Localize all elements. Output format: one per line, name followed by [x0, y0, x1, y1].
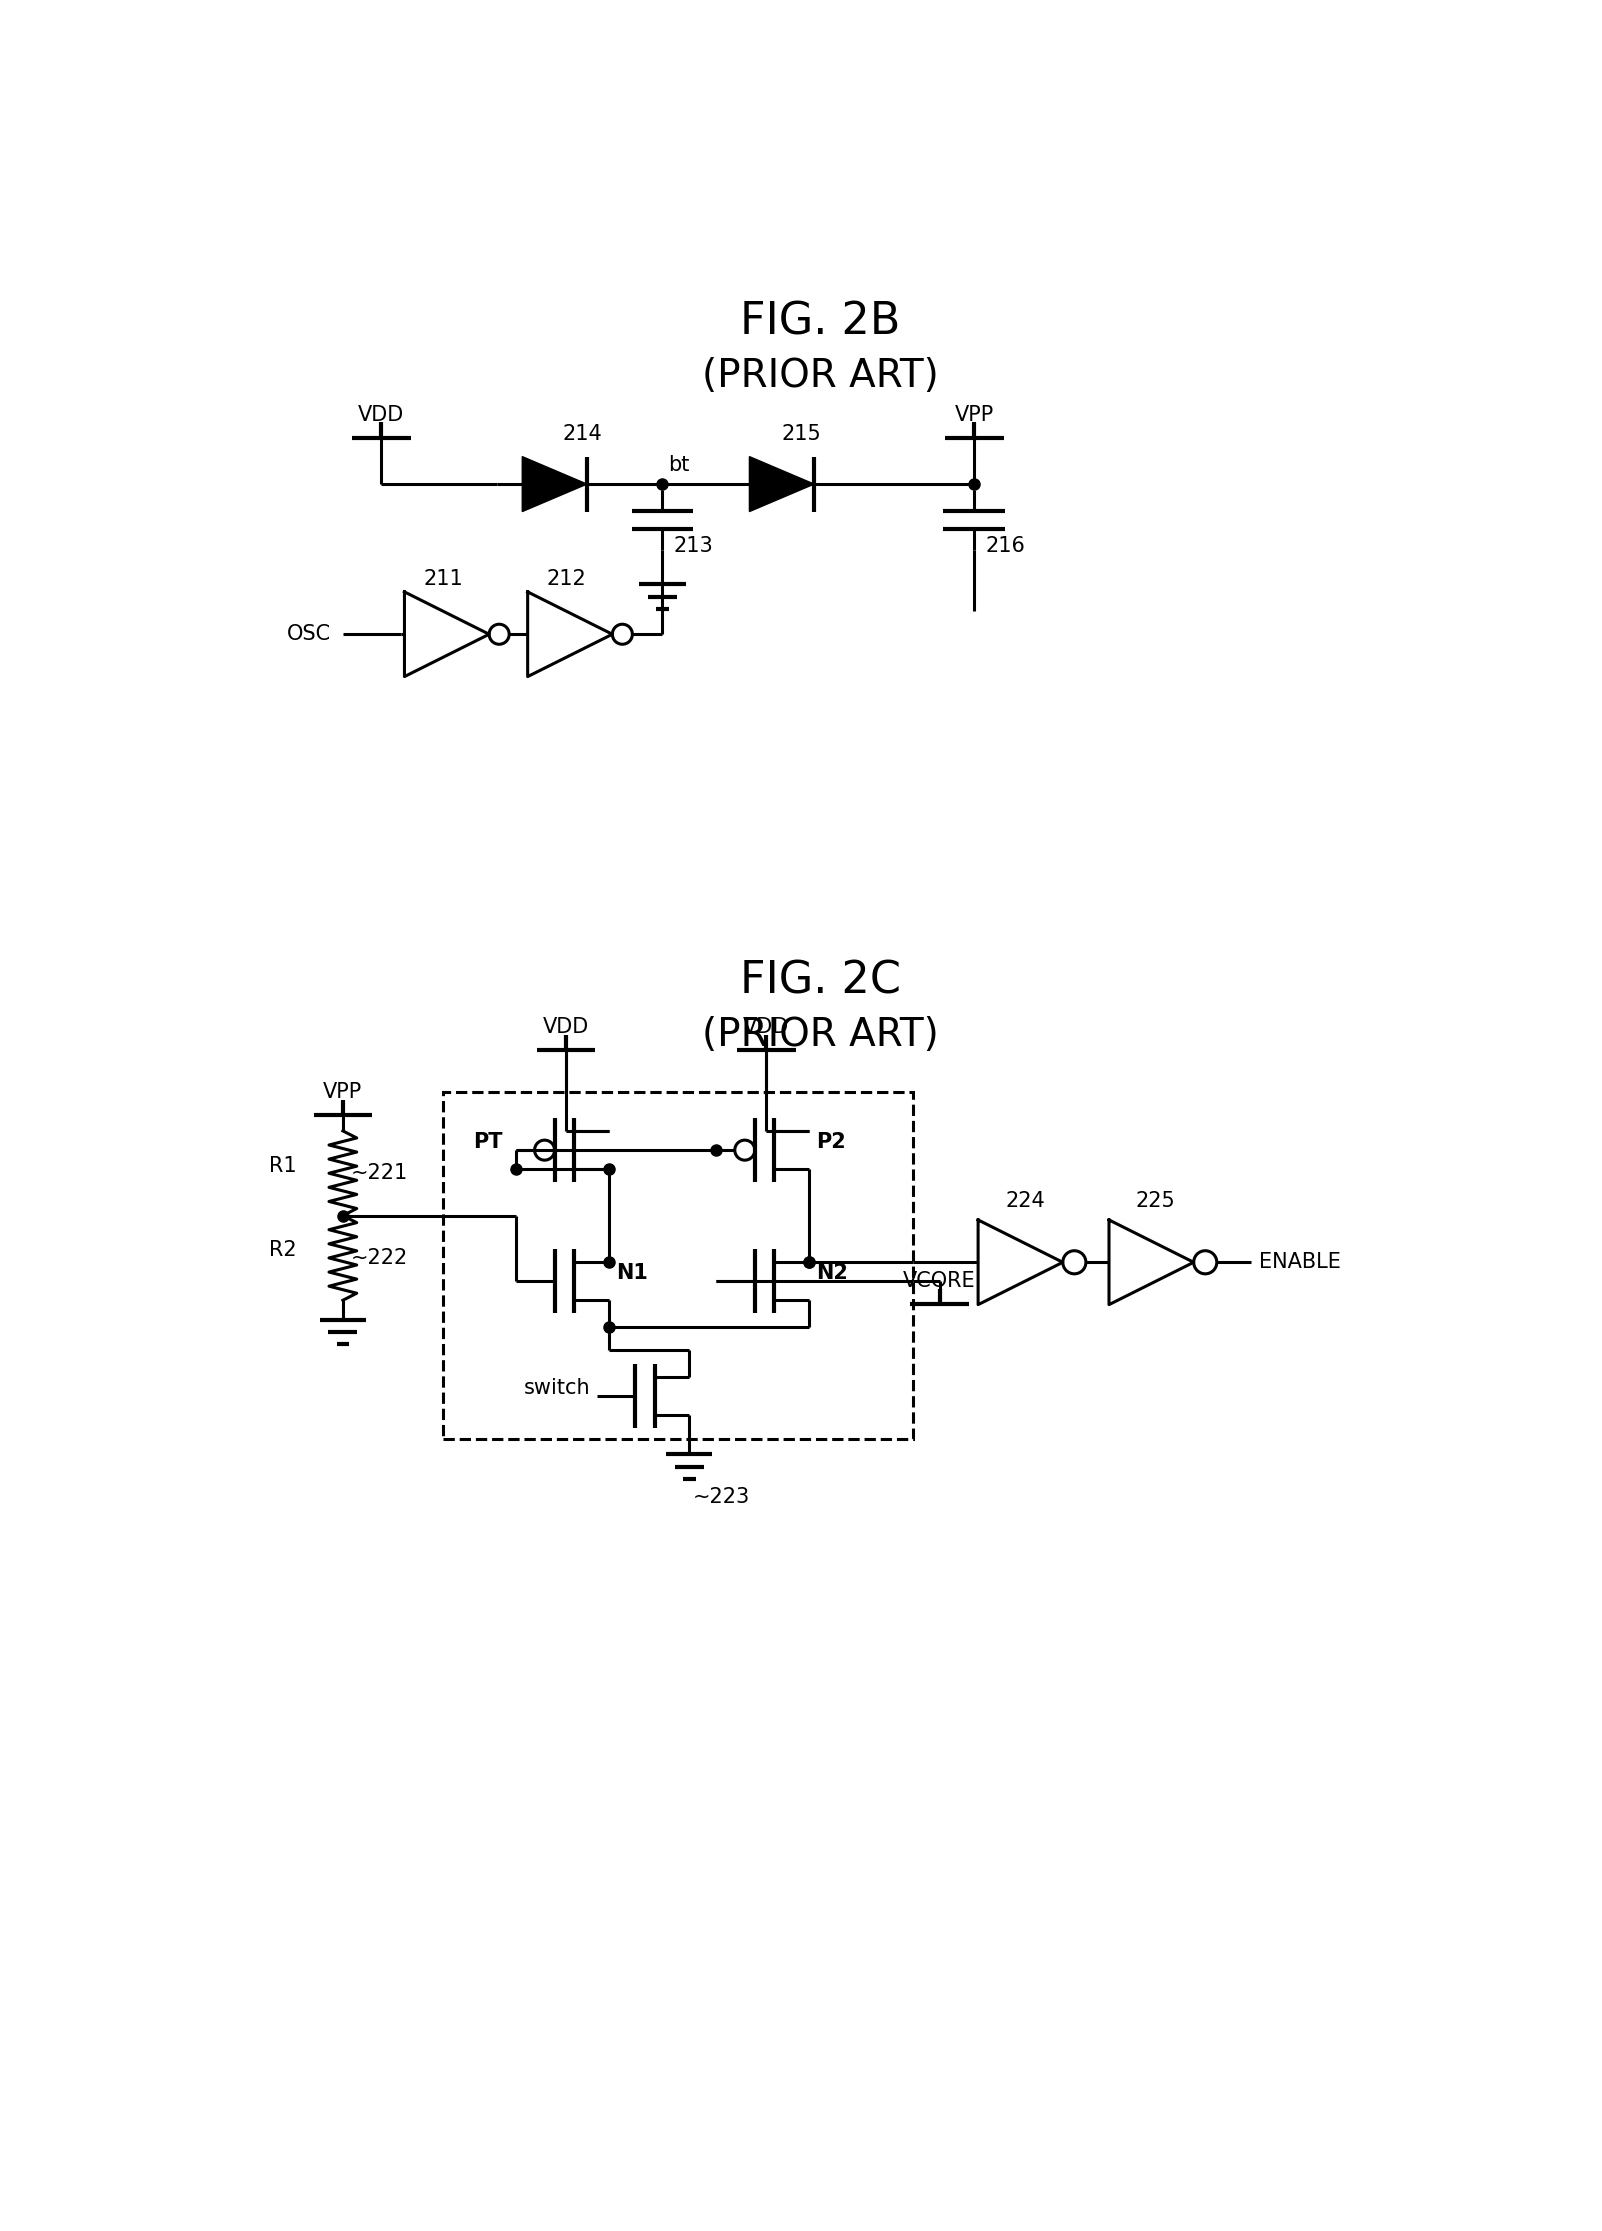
Text: VDD: VDD — [359, 404, 404, 424]
Text: ~221: ~221 — [351, 1162, 409, 1182]
Text: N2: N2 — [817, 1263, 849, 1283]
Polygon shape — [750, 457, 814, 511]
Text: ENABLE: ENABLE — [1259, 1252, 1341, 1272]
Text: VPP: VPP — [955, 404, 993, 424]
Text: (PRIOR ART): (PRIOR ART) — [702, 1015, 939, 1053]
Polygon shape — [522, 457, 586, 511]
Text: 215: 215 — [782, 424, 822, 444]
Text: switch: switch — [524, 1379, 591, 1399]
Text: (PRIOR ART): (PRIOR ART) — [702, 357, 939, 395]
Text: VCORE: VCORE — [904, 1272, 976, 1292]
Text: R2: R2 — [269, 1240, 296, 1261]
Text: VDD: VDD — [743, 1017, 790, 1037]
Text: N1: N1 — [617, 1263, 649, 1283]
Text: PT: PT — [474, 1133, 503, 1153]
Text: bt: bt — [668, 455, 690, 475]
Text: 211: 211 — [423, 569, 463, 589]
Text: 213: 213 — [674, 535, 714, 556]
Text: VDD: VDD — [543, 1017, 590, 1037]
Text: ~223: ~223 — [694, 1486, 750, 1506]
Text: VPP: VPP — [324, 1082, 362, 1102]
Text: 212: 212 — [546, 569, 586, 589]
Text: FIG. 2C: FIG. 2C — [740, 959, 900, 1002]
Text: 214: 214 — [562, 424, 602, 444]
Text: 224: 224 — [1004, 1191, 1045, 1211]
Text: ~222: ~222 — [351, 1247, 409, 1267]
Text: P2: P2 — [817, 1133, 846, 1153]
Text: R1: R1 — [269, 1156, 296, 1176]
Text: FIG. 2B: FIG. 2B — [740, 301, 900, 344]
Text: 225: 225 — [1136, 1191, 1176, 1211]
Text: 216: 216 — [985, 535, 1025, 556]
Bar — [444, 1093, 913, 1439]
Text: OSC: OSC — [287, 625, 332, 645]
